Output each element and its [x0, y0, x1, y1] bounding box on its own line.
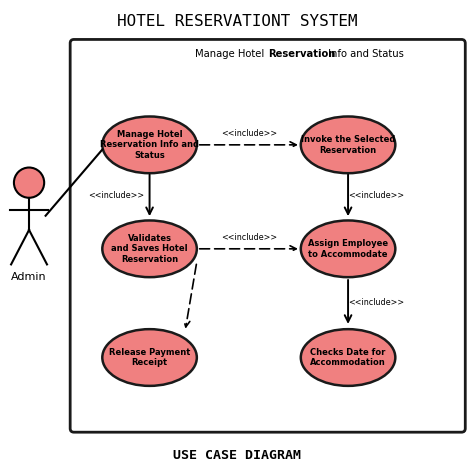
Text: <<include>>: <<include>>: [221, 233, 277, 241]
Text: Reservation: Reservation: [268, 49, 335, 59]
Ellipse shape: [102, 220, 197, 277]
Text: Admin: Admin: [11, 272, 47, 282]
Text: <<include>>: <<include>>: [348, 298, 404, 307]
Text: Manage Hotel
Reservation Info and
Status: Manage Hotel Reservation Info and Status: [100, 130, 199, 160]
FancyBboxPatch shape: [70, 39, 465, 432]
Ellipse shape: [102, 329, 197, 386]
Text: Manage Hotel: Manage Hotel: [195, 49, 268, 59]
Circle shape: [14, 167, 44, 198]
Text: USE CASE DIAGRAM: USE CASE DIAGRAM: [173, 449, 301, 462]
Ellipse shape: [301, 329, 395, 386]
Text: Invoke the Selected
Reservation: Invoke the Selected Reservation: [301, 135, 395, 155]
Ellipse shape: [102, 117, 197, 173]
Text: HOTEL RESERVATIONT SYSTEM: HOTEL RESERVATIONT SYSTEM: [117, 15, 357, 29]
Text: <<include>>: <<include>>: [221, 128, 277, 137]
Ellipse shape: [301, 220, 395, 277]
Text: Release Payment
Receipt: Release Payment Receipt: [109, 348, 190, 367]
Text: Validates
and Saves Hotel
Reservation: Validates and Saves Hotel Reservation: [111, 234, 188, 264]
Ellipse shape: [301, 117, 395, 173]
Text: Info and Status: Info and Status: [325, 49, 404, 59]
Text: Checks Date for
Accommodation: Checks Date for Accommodation: [310, 348, 386, 367]
Text: <<include>>: <<include>>: [348, 191, 404, 200]
Text: Assign Employee
to Accommodate: Assign Employee to Accommodate: [308, 239, 388, 258]
Text: <<include>>: <<include>>: [89, 191, 145, 200]
